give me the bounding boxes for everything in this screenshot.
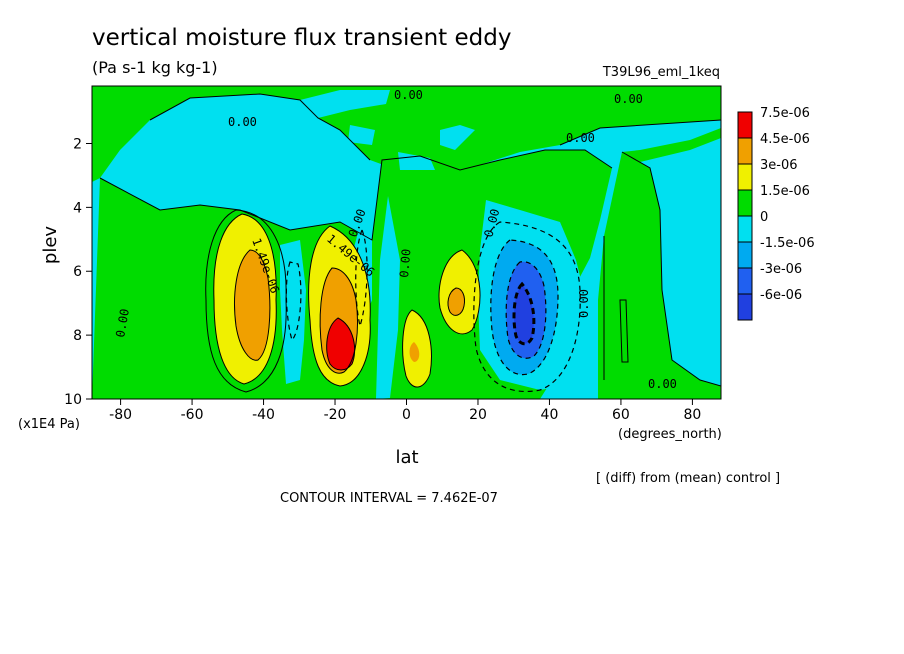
legend-label: 4.5e-06 <box>760 132 810 147</box>
color-legend: 7.5e-06 4.5e-06 3e-06 1.5e-06 0 -1.5e-06 -3e-0… <box>737 106 815 321</box>
contour-label: 0.00 <box>228 115 257 129</box>
x-tick-label: 80 <box>683 407 701 423</box>
y-tick-label: 8 <box>73 328 82 344</box>
legend-swatch <box>737 189 753 217</box>
legend-label: 7.5e-06 <box>760 106 810 121</box>
contour-label: 0.00 <box>394 88 423 102</box>
legend-label: 3e-06 <box>760 158 798 173</box>
contour-lines <box>99 93 721 393</box>
x-tick-label: -40 <box>252 407 275 423</box>
legend-label: 1.5e-06 <box>760 184 810 199</box>
x-tick-label: 0 <box>402 407 411 423</box>
y-tick-label: 4 <box>73 200 82 216</box>
legend-swatch <box>737 137 753 165</box>
x-tick-label: -80 <box>109 407 132 423</box>
negative-contours <box>285 221 581 392</box>
legend-label: -6e-06 <box>760 288 802 303</box>
x-axis-label: lat <box>395 447 418 468</box>
y-axis: 2 4 6 8 10 <box>64 136 92 408</box>
legend-swatch <box>737 215 753 243</box>
contour-label: 0.00 <box>648 377 677 391</box>
x-tick-label: -60 <box>181 407 204 423</box>
legend-swatch <box>737 241 753 269</box>
legend-swatch <box>737 111 753 139</box>
x-tick-label: 20 <box>469 407 487 423</box>
run-label: T39L96_eml_1keq <box>602 65 720 80</box>
strong-negative-contour <box>512 281 536 346</box>
y-tick-label: 10 <box>64 392 82 408</box>
legend-swatch <box>737 163 753 191</box>
contour-label: 0.00 <box>614 92 643 106</box>
legend-swatch <box>737 267 753 295</box>
diff-note: [ (diff) from (mean) control ] <box>596 471 780 486</box>
chart-units: (Pa s-1 kg kg-1) <box>92 58 218 77</box>
x-tick-label: 60 <box>612 407 630 423</box>
legend-label: 0 <box>760 210 768 225</box>
y-tick-label: 2 <box>73 136 82 152</box>
contour-label: 0.00 <box>113 308 132 339</box>
contour-label: 0.00 <box>566 131 595 145</box>
legend-label: -1.5e-06 <box>760 236 815 251</box>
x-tick-label: -20 <box>324 407 347 423</box>
y-axis-label: plev <box>40 226 61 265</box>
x-tick-label: 40 <box>541 407 559 423</box>
y-tick-label: 6 <box>73 264 82 280</box>
chart-title: vertical moisture flux transient eddy <box>92 25 511 51</box>
contour-fill <box>92 86 721 399</box>
contour-label: 0.00 <box>397 248 413 278</box>
y-units: (x1E4 Pa) <box>18 417 80 432</box>
x-units: (degrees_north) <box>618 427 722 442</box>
legend-swatch <box>737 293 753 321</box>
contour-label: 0.00 <box>577 289 591 318</box>
contour-interval: CONTOUR INTERVAL = 7.462E-07 <box>280 491 498 506</box>
legend-label: -3e-06 <box>760 262 802 277</box>
x-axis: -80 -60 -40 -20 0 20 40 60 80 <box>109 399 701 423</box>
